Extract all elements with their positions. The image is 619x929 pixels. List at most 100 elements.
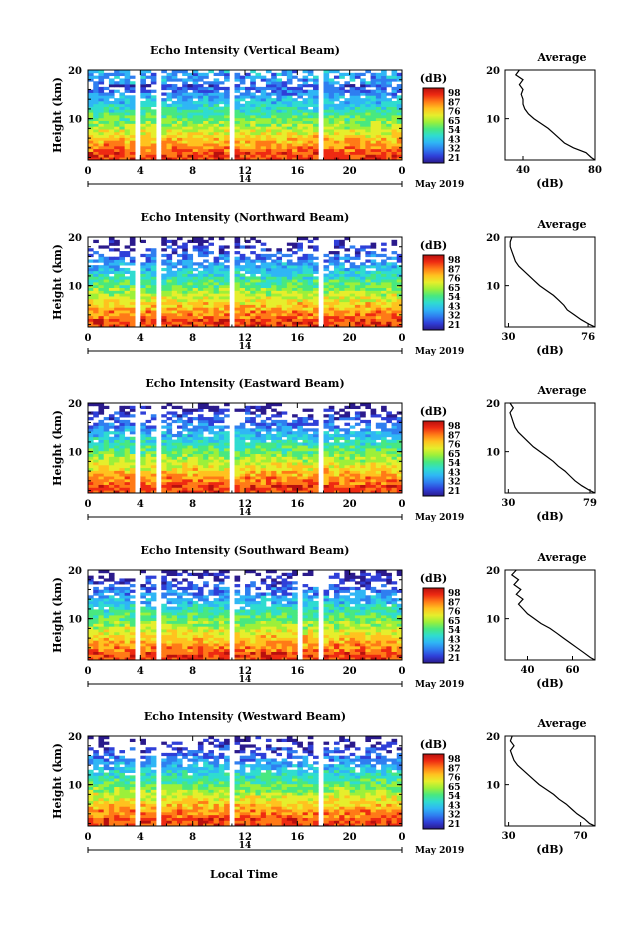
heatmap-cell: [218, 100, 225, 105]
heatmap-cell: [124, 315, 131, 319]
heatmap-cell: [108, 151, 115, 155]
heatmap-cell: [281, 296, 288, 300]
heatmap-cell: [192, 408, 199, 412]
heatmap-cell: [161, 481, 167, 485]
heatmap-cell: [208, 417, 214, 421]
heatmap-cell: [161, 431, 167, 435]
heatmap-cell: [344, 284, 351, 289]
heatmap-cell: [208, 422, 214, 426]
heatmap-cell: [255, 154, 262, 158]
heatmap-cell: [370, 143, 377, 147]
heatmap-cell: [182, 448, 188, 452]
heatmap-cell: [145, 298, 152, 303]
heatmap-cell: [187, 487, 194, 491]
heatmap-cell: [93, 123, 99, 127]
heatmap-cell: [265, 134, 272, 138]
heatmap-cell: [297, 129, 303, 133]
heatmap-cell: [281, 448, 288, 452]
heatmap-cell: [396, 473, 403, 477]
heatmap-cell: [386, 84, 392, 88]
heatmap-cell: [93, 324, 99, 328]
heatmap-cell: [302, 137, 309, 141]
heatmap-cell: [192, 140, 199, 144]
heatmap-cell: [119, 298, 126, 303]
heatmap-cell: [161, 248, 167, 252]
heatmap-cell: [381, 157, 387, 161]
heatmap-cell: [234, 431, 241, 435]
heatmap-cell: [171, 487, 178, 491]
heatmap-cell: [344, 145, 351, 150]
heatmap-cell: [114, 419, 120, 424]
heatmap-cell: [114, 476, 120, 480]
heatmap-cell: [391, 473, 398, 477]
heatmap-cell: [245, 464, 251, 469]
heatmap-cell: [124, 270, 131, 274]
heatmap-cell: [250, 448, 256, 452]
heatmap-cell: [171, 137, 178, 141]
heatmap-cell: [108, 414, 115, 418]
heatmap-cell: [297, 273, 303, 277]
heatmap-cell: [354, 151, 361, 155]
heatmap-cell: [339, 478, 345, 483]
heatmap-cell: [297, 459, 303, 463]
heatmap-cell: [396, 100, 403, 105]
heatmap-cell: [213, 123, 220, 127]
heatmap-cell: [140, 253, 146, 258]
heatmap-cell: [360, 487, 366, 491]
heatmap-cell: [396, 453, 403, 457]
heatmap-cell: [255, 296, 262, 300]
heatmap-cell: [119, 428, 126, 432]
heatmap-cell: [182, 301, 188, 305]
heatmap-cell: [182, 282, 188, 286]
heatmap-cell: [396, 433, 403, 438]
heatmap-cell: [292, 70, 298, 74]
heatmap-cell: [265, 442, 272, 446]
heatmap-cell: [286, 109, 293, 113]
heatmap-cell: [339, 293, 345, 297]
heatmap-cell: [339, 282, 345, 286]
heatmap-cell: [333, 301, 340, 305]
heatmap-cell: [140, 151, 146, 155]
heatmap-cell: [360, 450, 366, 455]
heatmap-cell: [302, 442, 309, 446]
heatmap-cell: [239, 256, 246, 260]
heatmap-cell: [103, 103, 110, 107]
heatmap-cell: [360, 100, 366, 105]
heatmap-cell: [276, 89, 283, 93]
heatmap-cell: [192, 273, 199, 277]
heatmap-cell: [171, 296, 178, 300]
heatmap-cell: [192, 239, 199, 244]
heatmap-cell: [302, 259, 309, 263]
heatmap-cell: [265, 417, 272, 421]
heatmap-cell: [260, 419, 267, 424]
heatmap-cell: [297, 467, 303, 471]
heatmap-cell: [218, 143, 225, 147]
heatmap-cell: [224, 467, 230, 471]
heatmap-cell: [265, 304, 272, 308]
heatmap-cell: [375, 293, 382, 297]
heatmap-cell: [213, 293, 220, 297]
heatmap-cell: [354, 112, 361, 116]
heatmap-cell: [339, 467, 345, 471]
heatmap-cell: [171, 86, 178, 91]
heatmap-cell: [166, 290, 173, 294]
heatmap-cell: [129, 129, 136, 133]
heatmap-cell: [218, 134, 225, 138]
heatmap-cell: [381, 481, 387, 485]
heatmap-cell: [114, 411, 120, 415]
heatmap-cell: [124, 287, 131, 291]
heatmap-cell: [307, 267, 314, 272]
heatmap-cell: [98, 318, 105, 322]
heatmap-cell: [150, 115, 157, 119]
heatmap-cell: [192, 439, 199, 443]
heatmap-cell: [119, 72, 126, 77]
heatmap-cell: [360, 265, 366, 269]
heatmap-cell: [307, 464, 314, 469]
heatmap-cell: [218, 450, 225, 455]
heatmap-cell: [245, 276, 251, 280]
heatmap-cell: [103, 256, 110, 260]
heatmap-cell: [93, 103, 99, 107]
heatmap-cell: [234, 324, 241, 328]
heatmap-cell: [203, 100, 209, 105]
heatmap-cell: [187, 273, 194, 277]
